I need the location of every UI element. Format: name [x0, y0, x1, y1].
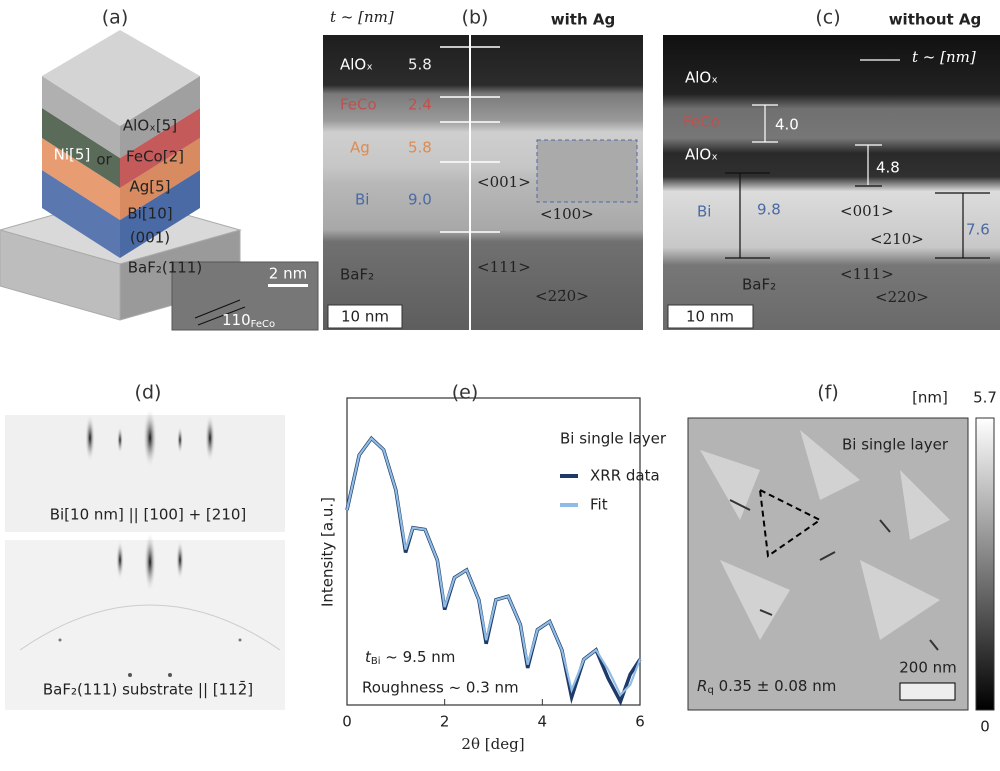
roughness-main: R: [697, 677, 707, 695]
direction: <111>: [840, 265, 894, 283]
y-axis-label: Intensity [a.u.]: [319, 497, 337, 607]
colorbar-max: 5.7: [973, 389, 997, 407]
x-tick-label: 4: [538, 713, 548, 731]
layer-name: Bi: [355, 191, 369, 209]
thickness-header: t ~ [nm]: [330, 8, 394, 26]
colorbar-unit: [nm]: [912, 389, 948, 407]
rheed-caption: BaF₂(111) substrate || [112̄]: [43, 680, 253, 699]
direction: <001>: [840, 202, 894, 220]
layer-thickness: 9.8: [757, 201, 781, 219]
scale-label: 10 nm: [341, 308, 389, 326]
layer-name: AlOₓ: [685, 146, 718, 164]
layer-label: Ni[5]: [54, 146, 91, 164]
layer-name: Bi: [697, 203, 711, 221]
x-tick-label: 6: [635, 713, 645, 731]
plane-main: 110: [222, 311, 251, 329]
direction: <111>: [477, 258, 531, 276]
panel-title: without Ag: [889, 11, 982, 29]
afm-caption: Bi single layer: [842, 436, 949, 454]
layer-thickness: 4.8: [876, 159, 900, 177]
tem-image: [663, 35, 1000, 330]
layer-label: or: [96, 151, 112, 169]
panel-label: (e): [452, 382, 479, 404]
legend-title: Bi single layer: [560, 430, 667, 448]
layer-thickness: 5.8: [408, 139, 432, 157]
tem-image: [323, 35, 643, 330]
layer-stack: [0, 30, 319, 331]
layer-thickness: 9.0: [408, 191, 432, 209]
layer-label: Ag[5]: [129, 178, 170, 196]
direction: <100>: [540, 205, 594, 223]
layer-label: AlOₓ[5]: [123, 117, 177, 135]
layer-label: Bi[10]: [127, 205, 172, 223]
panel-title: with Ag: [551, 11, 615, 29]
colorbar-min: 0: [980, 718, 990, 736]
layer-name: Ag: [350, 139, 370, 157]
annotation: Roughness ~ 0.3 nm: [362, 679, 519, 697]
thickness-header: t ~ [nm]: [912, 48, 976, 66]
layer-name: BaF₂: [742, 276, 776, 294]
x-tick-label: 0: [342, 713, 352, 731]
direction: <22̄0>: [535, 287, 589, 305]
layer-name: BaF₂: [340, 266, 374, 284]
direction: <001>: [477, 173, 531, 191]
scale-label: 200 nm: [899, 659, 957, 677]
panel-label: (d): [135, 382, 162, 404]
legend-label: Fit: [590, 496, 608, 514]
annotation-main: t: [365, 648, 372, 666]
x-axis-label: 2θ [deg]: [461, 735, 524, 753]
panel-label: (c): [815, 7, 840, 29]
x-tick-label: 2: [440, 713, 450, 731]
layer-thickness: 4.0: [775, 116, 799, 134]
series-line: [345, 436, 642, 697]
rheed-caption: Bi[10 nm] || [100] + [210]: [50, 506, 247, 524]
panel-label: (f): [817, 382, 839, 404]
panel-label: (b): [462, 7, 489, 29]
layer-thickness: 2.4: [408, 96, 432, 114]
xrr-chart: Intensity [a.u.] 2θ [deg] Bi single laye…: [319, 397, 667, 753]
plane-sub: FeCo: [251, 319, 275, 330]
roughness-rest: 0.35 ± 0.08 nm: [714, 677, 837, 695]
layer-label: (001): [130, 229, 170, 247]
layer-thickness: 7.6: [966, 221, 990, 239]
layer-name: FeCo: [683, 113, 720, 131]
layer-label: BaF₂(111): [128, 259, 202, 277]
scale-label: 10 nm: [686, 308, 734, 326]
afm-image: [687, 417, 995, 711]
rheed-image: [5, 408, 285, 710]
layer-label: FeCo[2]: [126, 148, 184, 166]
scale-label: 2 nm: [269, 265, 307, 283]
panel-label: (a): [102, 7, 128, 29]
layer-name: FeCo: [340, 96, 377, 114]
roughness-sub: q: [707, 685, 713, 696]
annotation-sub: Bi: [371, 656, 381, 667]
plane-label: 110FeCo: [222, 311, 275, 331]
layer-name: AlOₓ: [340, 56, 373, 74]
direction: <220>: [875, 288, 929, 306]
layer-name: AlOₓ: [685, 69, 718, 87]
direction: <210>: [870, 230, 924, 248]
roughness: Rq 0.35 ± 0.08 nm: [697, 677, 836, 697]
layer-thickness: 5.8: [408, 56, 432, 74]
annotation: tBi ~ 9.5 nm: [365, 648, 455, 668]
legend-label: XRR data: [590, 467, 660, 485]
annotation-rest: ~ 9.5 nm: [381, 648, 456, 666]
